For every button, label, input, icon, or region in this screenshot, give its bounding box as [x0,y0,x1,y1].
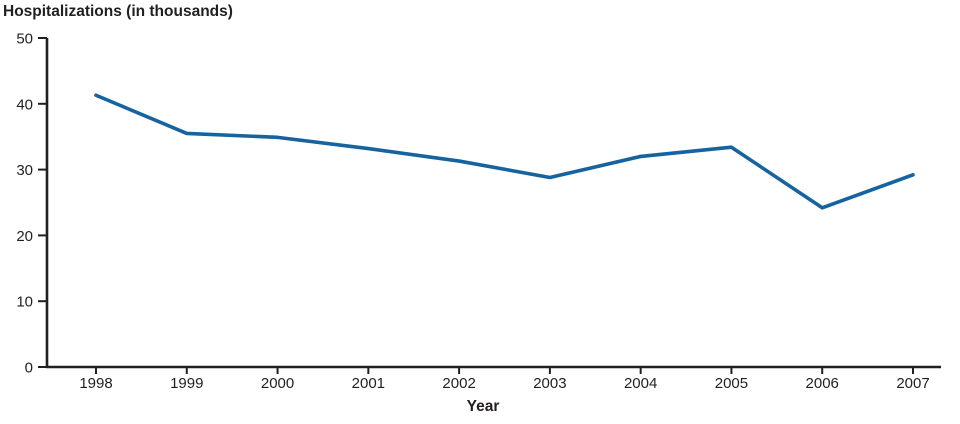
hospitalizations-line [94,93,915,210]
chart-title: Hospitalizations (in thousands) [3,3,233,20]
x-axis-label: Year [467,398,500,415]
y-tick-label: 50 [16,31,33,48]
axes-line [45,38,941,369]
x-tick-label: 2005 [715,375,748,392]
x-tick-label: 1999 [170,375,203,392]
y-tick-label: 0 [25,360,33,377]
x-tick-label: 2001 [352,375,385,392]
y-tick-label: 30 [16,162,33,179]
x-tick-label: 2004 [624,375,657,392]
x-tick-label: 2006 [806,375,839,392]
x-tick-label: 2007 [896,375,929,392]
x-tick-label: 2003 [533,375,566,392]
y-tick-label: 10 [16,294,33,311]
x-tick-label: 1998 [79,375,112,392]
y-tick-label: 20 [16,228,33,245]
x-tick-label: 2000 [261,375,294,392]
y-tick-label: 40 [16,96,33,113]
x-tick-label: 2002 [442,375,475,392]
